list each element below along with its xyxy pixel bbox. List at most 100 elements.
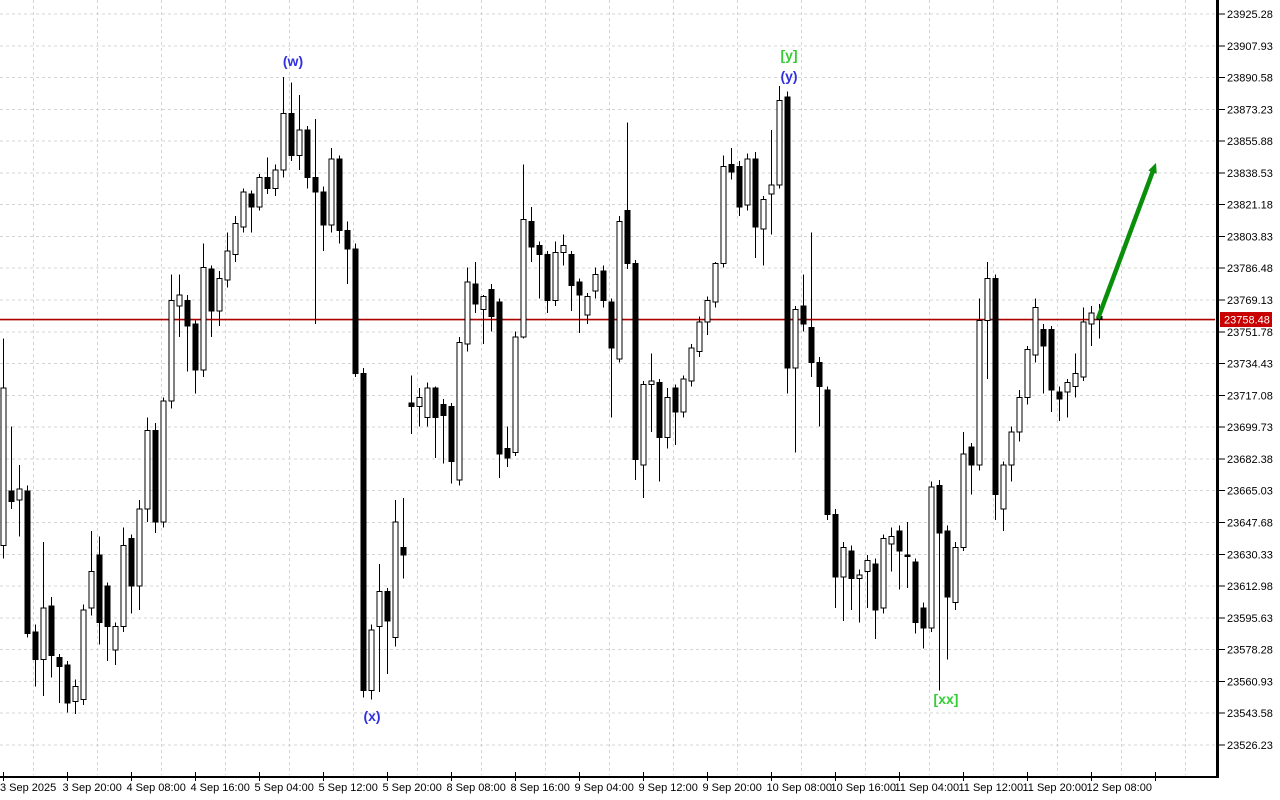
candlestick bbox=[960, 432, 967, 552]
candlestick bbox=[896, 525, 903, 590]
price-axis-label: 23734.43 bbox=[1227, 359, 1273, 371]
candlestick bbox=[832, 509, 839, 608]
wave-label[interactable]: [y] bbox=[780, 47, 797, 63]
time-axis-label: 9 Sep 20:00 bbox=[703, 782, 762, 794]
price-axis-label: 23682.38 bbox=[1227, 454, 1273, 466]
candlestick bbox=[104, 582, 111, 662]
price-axis-label: 23560.93 bbox=[1227, 676, 1273, 688]
candlestick bbox=[352, 243, 359, 378]
candlestick bbox=[368, 624, 375, 700]
candlestick bbox=[344, 221, 351, 284]
candlestick bbox=[520, 164, 527, 339]
candlestick bbox=[640, 380, 647, 499]
candlestick bbox=[96, 536, 103, 645]
candlestick bbox=[1040, 324, 1047, 394]
candlestick bbox=[848, 545, 855, 610]
candlestick bbox=[360, 368, 367, 698]
candlestick bbox=[792, 305, 799, 453]
candlestick bbox=[704, 296, 711, 336]
candlestick bbox=[944, 525, 951, 660]
price-axis-label: 23855.88 bbox=[1227, 136, 1273, 148]
time-axis-label: 8 Sep 08:00 bbox=[447, 782, 506, 794]
candlestick bbox=[288, 82, 295, 162]
price-axis-label: 23699.73 bbox=[1227, 422, 1273, 434]
candlestick bbox=[64, 661, 71, 713]
candlestick bbox=[904, 521, 911, 588]
wave-label[interactable]: (y) bbox=[780, 68, 797, 84]
grid bbox=[0, 0, 1215, 775]
time-axis-label: 3 Sep 20:00 bbox=[63, 782, 122, 794]
candlestick bbox=[576, 278, 583, 334]
candlestick bbox=[1080, 307, 1087, 381]
candlestick bbox=[488, 283, 495, 332]
candlestick bbox=[24, 485, 31, 638]
candlestick bbox=[328, 148, 335, 233]
candlestick bbox=[312, 118, 319, 325]
candlestick bbox=[552, 241, 559, 306]
candlestick bbox=[936, 479, 943, 691]
candlestick bbox=[184, 294, 191, 372]
wave-label[interactable]: (w) bbox=[283, 53, 303, 69]
candlestick bbox=[880, 534, 887, 614]
candlestick bbox=[816, 357, 823, 427]
candlestick bbox=[232, 215, 239, 262]
candlestick bbox=[496, 298, 503, 478]
time-axis-label: 4 Sep 16:00 bbox=[191, 782, 250, 794]
candlestick bbox=[80, 604, 87, 706]
candlestick bbox=[0, 338, 7, 559]
wave-label[interactable]: (x) bbox=[363, 708, 380, 724]
trend-arrow[interactable] bbox=[1095, 167, 1157, 320]
candlestick bbox=[248, 190, 255, 233]
time-axis-label: 5 Sep 12:00 bbox=[319, 782, 378, 794]
candlestick bbox=[736, 161, 743, 216]
candlestick bbox=[440, 399, 447, 464]
candlestick bbox=[128, 534, 135, 614]
candlestick bbox=[1048, 325, 1055, 412]
candlestick bbox=[456, 336, 463, 486]
candlestick bbox=[952, 542, 959, 610]
price-axis-label: 23578.28 bbox=[1227, 645, 1273, 657]
candlestick bbox=[752, 151, 759, 259]
price-axis-label: 23612.98 bbox=[1227, 581, 1273, 593]
candlestick bbox=[472, 261, 479, 314]
candlestick bbox=[400, 498, 407, 579]
candlestick bbox=[776, 85, 783, 189]
current-price-badge bbox=[1220, 312, 1272, 328]
candlestick bbox=[264, 157, 271, 195]
time-axis[interactable]: 3 Sep 2025 3 Sep 20:00 4 Sep 08:00 4 Sep 16… bbox=[0, 772, 1156, 794]
price-axis[interactable]: 23925.28 23907.93 23890.58 23873.23 23855.88… bbox=[1216, 9, 1273, 752]
candlestick bbox=[392, 499, 399, 647]
candlestick bbox=[672, 384, 679, 445]
candlestick bbox=[40, 542, 47, 696]
candlestick bbox=[192, 320, 199, 394]
candlestick bbox=[224, 232, 231, 288]
time-axis-label: 5 Sep 20:00 bbox=[383, 782, 442, 794]
time-axis-label: 12 Sep 08:00 bbox=[1087, 782, 1152, 794]
candlestick bbox=[72, 679, 79, 715]
candlestick bbox=[8, 426, 15, 510]
price-axis-label: 23873.23 bbox=[1227, 104, 1273, 116]
candlestick bbox=[1016, 390, 1023, 442]
time-axis-label: 11 Sep 12:00 bbox=[959, 782, 1024, 794]
candlestick bbox=[216, 270, 223, 326]
candlestick bbox=[208, 265, 215, 337]
candlestick bbox=[1000, 461, 1007, 532]
candlestick bbox=[1064, 379, 1071, 418]
candlestick bbox=[504, 426, 511, 467]
current-price-value: 23758.48 bbox=[1224, 315, 1270, 327]
price-axis-label: 23890.58 bbox=[1227, 73, 1273, 85]
candlestick bbox=[376, 564, 383, 693]
candlestick bbox=[824, 386, 831, 521]
time-axis-label: 5 Sep 04:00 bbox=[255, 782, 314, 794]
candlestick bbox=[864, 554, 871, 608]
candlestick bbox=[720, 155, 727, 268]
candlestick bbox=[416, 388, 423, 427]
time-axis-label: 10 Sep 16:00 bbox=[831, 782, 896, 794]
candlestick bbox=[968, 443, 975, 495]
candlestick bbox=[544, 250, 551, 314]
candlestick bbox=[1032, 298, 1039, 363]
wave-label[interactable]: [xx] bbox=[934, 691, 959, 707]
candlestick bbox=[1024, 346, 1031, 405]
